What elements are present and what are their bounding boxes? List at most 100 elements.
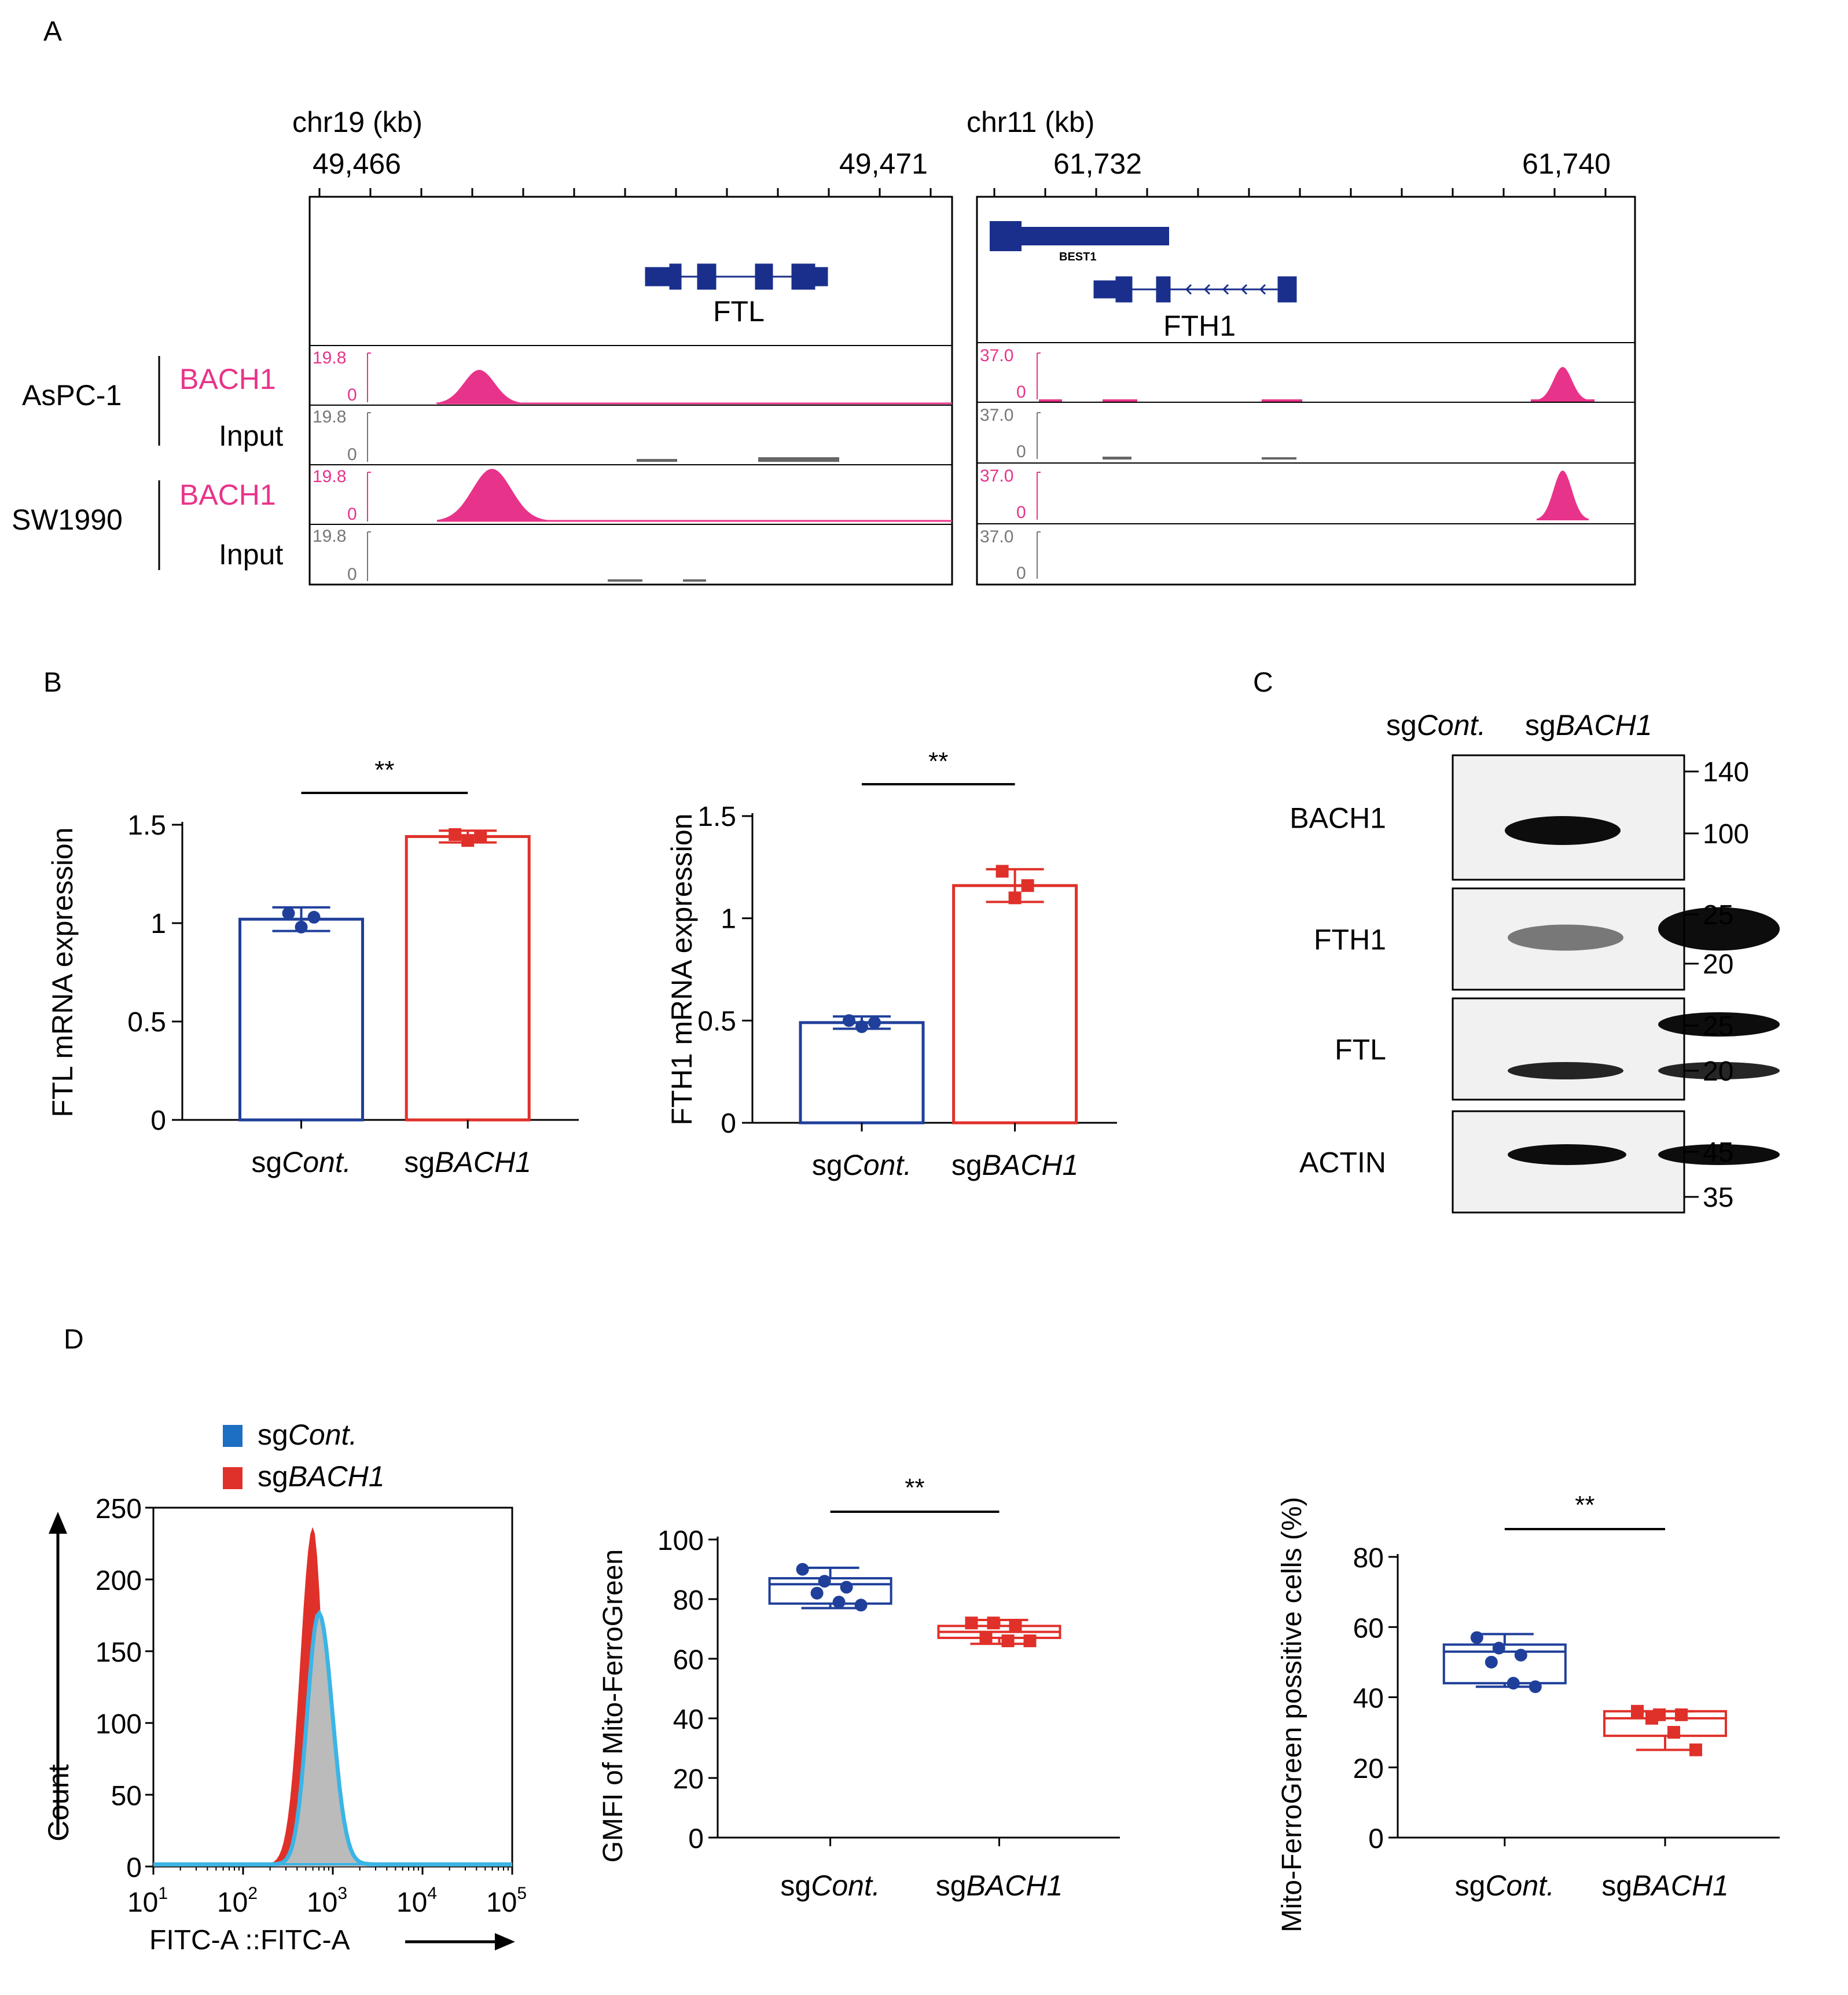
strand-arrow xyxy=(1185,284,1192,295)
scale-max-l4: 19.8 xyxy=(313,527,346,546)
lane-label-sgcont: sgCont. xyxy=(1386,709,1486,741)
data-point xyxy=(840,1581,853,1594)
data-point xyxy=(810,1586,824,1600)
data-point xyxy=(1514,1648,1527,1662)
x-tick-label-text: Cont. xyxy=(843,1149,912,1181)
western-blot: sgCont. sgBACH1 BACH1 140 100 FTH1 25 20 FTL 25… xyxy=(1289,709,1780,1214)
blot-label: ACTIN xyxy=(1299,1147,1386,1179)
marker-label: 100 xyxy=(1703,819,1749,850)
y-tick-label: 60 xyxy=(1353,1613,1384,1644)
coord-minor-ticks-right xyxy=(993,188,1607,197)
y-arrow-head xyxy=(49,1512,67,1534)
data-point xyxy=(282,907,295,920)
scale-max-r3: 37.0 xyxy=(980,466,1013,486)
x-tick-label: 104 xyxy=(396,1884,437,1918)
coverage-tracks xyxy=(367,352,1595,582)
x-tick-label-text: BACH1 xyxy=(435,1146,531,1178)
bar xyxy=(952,884,1078,1125)
y-tick-label: 80 xyxy=(673,1585,704,1616)
lane-label-sgbach1: sgBACH1 xyxy=(1525,709,1652,741)
bar-chart-ftl: 0 0.5 1 1.5 FTL mRNA expression sgCont. sgBACH… xyxy=(46,756,579,1178)
y-tick-label: 1 xyxy=(721,904,736,935)
y-tick-label: 1.5 xyxy=(697,802,736,832)
coord-minor-ticks-left xyxy=(318,188,932,197)
genome-browser-right: chr11 (kb) 61,732 61,740 BEST1 FTH1 xyxy=(967,106,1636,586)
data-point xyxy=(1009,1619,1022,1633)
x-tick-label: sgBACH1 xyxy=(936,1869,1063,1902)
y-tick-label: 80 xyxy=(1353,1543,1384,1574)
marker-label: 25 xyxy=(1703,1011,1733,1042)
x-tick-label: sgBACH1 xyxy=(404,1146,531,1178)
input-signal xyxy=(637,459,677,462)
input-signal xyxy=(683,579,706,582)
gene-model-fth1 xyxy=(1093,276,1297,303)
bar xyxy=(238,917,364,1122)
band xyxy=(1658,1012,1780,1037)
significance-label: ** xyxy=(1575,1491,1595,1519)
data-point xyxy=(995,865,1009,878)
strand-arrow xyxy=(1240,284,1248,295)
signal-r xyxy=(1537,519,1589,520)
scale-min-l2: 0 xyxy=(347,445,357,464)
band xyxy=(1658,1144,1780,1165)
data-point xyxy=(868,1016,881,1029)
x-tick-label: 101 xyxy=(127,1884,168,1918)
marker-label: 20 xyxy=(1703,1056,1733,1087)
track-name-input-sw: Input xyxy=(219,538,283,571)
scale-max-r4: 37.0 xyxy=(980,527,1013,546)
input-signal xyxy=(608,579,642,582)
scale-min-r1: 0 xyxy=(1016,383,1026,402)
y-tick-label: 20 xyxy=(673,1764,704,1795)
y-tick-label: 40 xyxy=(673,1704,704,1735)
data-point xyxy=(1507,1677,1520,1690)
x-tick-base: 10 xyxy=(396,1887,427,1918)
data-point xyxy=(1529,1680,1542,1693)
data-point xyxy=(818,1575,831,1588)
y-tick-label: 60 xyxy=(673,1645,704,1676)
y-axis-label: FTH1 mRNA expression xyxy=(666,813,698,1125)
data-point xyxy=(854,1599,868,1612)
blot-frame xyxy=(1452,997,1685,1101)
data-point xyxy=(1023,1634,1037,1648)
y-tick-label: 150 xyxy=(95,1637,142,1668)
band xyxy=(1508,1062,1623,1079)
peak-fth1-aspc xyxy=(1537,367,1589,401)
strand-arrow xyxy=(1222,284,1229,295)
blot-label: FTH1 xyxy=(1314,924,1386,956)
signal-r xyxy=(1103,399,1137,402)
x-tick-base: 10 xyxy=(486,1887,517,1918)
legend-label-sgbach1: sgBACH1 xyxy=(258,1460,385,1493)
x-tick-label: sgCont. xyxy=(780,1869,880,1902)
x-tick-label: 102 xyxy=(217,1884,258,1918)
track-frame-right xyxy=(976,196,1636,586)
y-tick-label: 0 xyxy=(126,1853,142,1883)
legend-swatch-sgcont xyxy=(223,1425,243,1447)
panel-label-d: D xyxy=(64,1324,84,1355)
panel-label-c: C xyxy=(1253,667,1273,698)
data-point xyxy=(987,1616,1000,1630)
coord-tick-right-2: 61,740 xyxy=(1522,148,1611,180)
data-point xyxy=(1021,879,1034,892)
scale-max-r1: 37.0 xyxy=(980,346,1013,365)
x-tick-exp: 3 xyxy=(337,1884,347,1903)
box xyxy=(1442,1643,1567,1685)
x-arrow-head xyxy=(495,1933,515,1950)
series-overlap-area xyxy=(153,1613,512,1867)
lane-label-sgcont-text: Cont. xyxy=(1417,709,1486,741)
scale-max-r2: 37.0 xyxy=(980,406,1013,425)
x-tick-exp: 5 xyxy=(517,1884,527,1903)
data-point xyxy=(1631,1704,1644,1718)
track-frame-left xyxy=(308,196,953,586)
y-tick-label: 0 xyxy=(1368,1824,1384,1854)
scale-max-l1: 19.8 xyxy=(313,348,346,368)
band xyxy=(1658,1062,1780,1079)
y-tick-label: 0 xyxy=(721,1108,736,1139)
legend-swatch-sgbach1 xyxy=(223,1467,243,1489)
signal-r xyxy=(1039,399,1062,402)
chrom-label-right: chr11 (kb) xyxy=(967,106,1094,138)
cell-line-aspc1: AsPC-1 xyxy=(22,379,122,412)
data-point xyxy=(307,910,321,924)
blot-panels: BACH1 140 100 FTH1 25 20 FTL 25 20 ACTIN 45 35 xyxy=(1289,754,1780,1214)
